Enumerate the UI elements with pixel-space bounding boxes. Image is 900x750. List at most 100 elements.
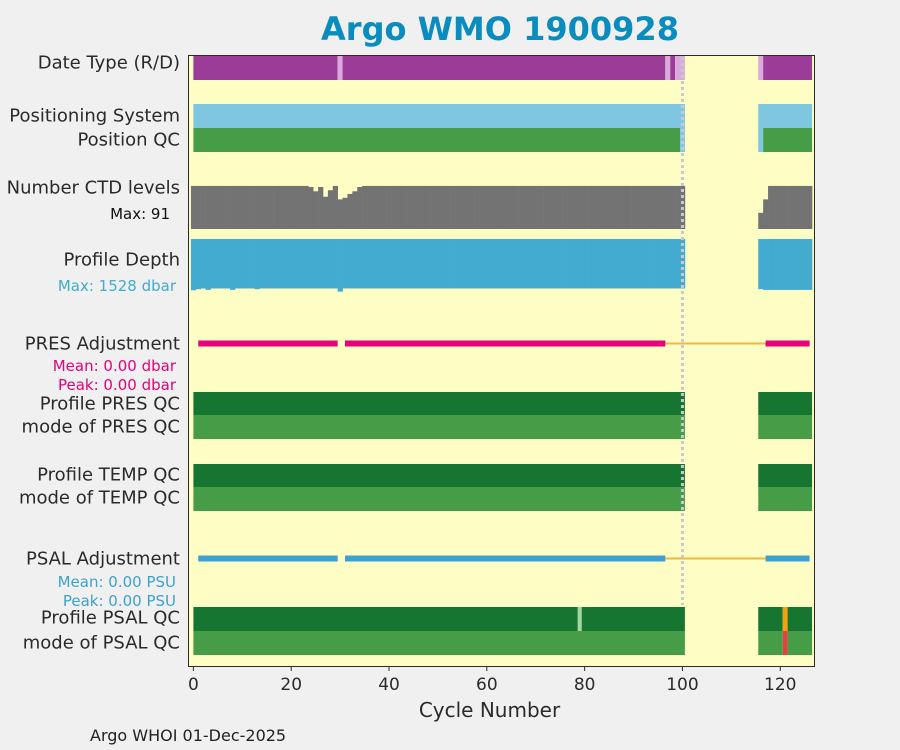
row-0-segment-4 xyxy=(670,55,676,80)
ctd-bar xyxy=(484,185,490,229)
row-7-segment-3 xyxy=(758,607,783,631)
plot-marks xyxy=(190,55,813,655)
row-2 xyxy=(193,128,813,152)
ctd-bar xyxy=(508,185,515,229)
ctd-bar xyxy=(440,185,446,229)
ctd-bar xyxy=(337,199,343,229)
pres-adjustment-mean-label: Mean: 0.00 dbar xyxy=(53,357,177,375)
depth-bar xyxy=(464,239,471,289)
depth-bar xyxy=(239,239,246,289)
psal-adjustment-segment-2 xyxy=(765,555,810,562)
depth-bar xyxy=(264,239,270,289)
depth-bar xyxy=(665,239,671,289)
depth-bar xyxy=(230,239,236,290)
pres-adjustment-segment-0 xyxy=(198,340,338,347)
depth-bar xyxy=(274,239,280,289)
depth-bar xyxy=(596,239,603,289)
row-0-segment-5 xyxy=(675,55,685,80)
depth-bar xyxy=(415,239,422,289)
pres-adjustment-segment-1 xyxy=(345,340,666,347)
ctd-bar xyxy=(567,185,573,229)
depth-bar xyxy=(474,239,480,289)
depth-bar xyxy=(621,239,627,289)
depth-bar xyxy=(768,239,774,290)
depth-bar xyxy=(797,239,803,290)
ctd-bar xyxy=(655,185,661,229)
depth-bar xyxy=(396,239,402,289)
ctd-bar xyxy=(430,185,436,229)
row-2-segment-0 xyxy=(193,128,681,152)
ctd-bar xyxy=(357,187,363,229)
depth-bar xyxy=(552,239,559,289)
ctd-bar xyxy=(777,185,784,229)
row-2-segment-1 xyxy=(680,128,685,152)
depth-bar xyxy=(430,239,436,289)
ctd-bar xyxy=(665,185,671,229)
depth-bar xyxy=(327,239,334,289)
ctd-bar xyxy=(396,185,402,229)
ctd-bar xyxy=(591,185,598,229)
ctd-bar xyxy=(538,185,544,229)
ctd-bar xyxy=(645,185,651,229)
depth-bar xyxy=(792,239,798,290)
depth-bar xyxy=(269,239,275,289)
ctd-bar xyxy=(230,185,236,229)
depth-bar xyxy=(547,239,554,289)
depth-bar xyxy=(313,239,319,289)
ctd-bar xyxy=(494,185,500,229)
ctd-bar xyxy=(489,185,495,229)
ctd-bar xyxy=(401,185,407,229)
ctd-bar xyxy=(640,185,647,229)
psal-adjustment-series xyxy=(198,555,810,562)
x-tick-label-4: 80 xyxy=(574,675,596,695)
depth-bar xyxy=(210,239,216,289)
ctd-bar xyxy=(513,185,519,229)
ctd-bar xyxy=(190,185,197,229)
row-0 xyxy=(193,55,813,80)
row-2-segment-2 xyxy=(758,128,764,152)
row-6 xyxy=(193,487,813,511)
row-label-8: mode of PSAL QC xyxy=(23,633,180,654)
ctd-bar xyxy=(425,185,431,229)
row-8-segment-3 xyxy=(787,631,813,655)
depth-bar xyxy=(195,239,202,290)
depth-bar xyxy=(459,239,466,289)
row-0-segment-2 xyxy=(342,55,666,80)
depth-bar xyxy=(249,239,255,289)
row-3-segment-1 xyxy=(758,392,813,415)
row-label-5: Profile TEMP QC xyxy=(37,465,180,486)
depth-bar xyxy=(670,239,676,289)
depth-max-label: Max: 1528 dbar xyxy=(58,277,177,295)
row-8-segment-1 xyxy=(758,631,783,655)
depth-bar xyxy=(357,239,363,289)
depth-bar xyxy=(220,239,226,289)
row-label-0: Date Type (R/D) xyxy=(38,53,180,74)
x-tick-label-5: 100 xyxy=(666,675,698,695)
depth-bar xyxy=(425,239,431,289)
ctd-bar xyxy=(587,185,593,229)
depth-bar xyxy=(782,239,788,290)
ctd-bar xyxy=(596,185,603,229)
ctd-bar xyxy=(313,191,319,229)
row-label-4: mode of PRES QC xyxy=(22,417,180,438)
ctd-bar xyxy=(386,185,392,229)
depth-bar xyxy=(489,239,495,289)
depth-bar xyxy=(386,239,392,289)
row-4-segment-0 xyxy=(193,415,685,439)
plot-frame xyxy=(188,55,815,667)
x-axis: 0 20 40 60 80 100 120 Cycle Number xyxy=(188,666,796,722)
ctd-bar xyxy=(518,185,524,229)
ctd-bar xyxy=(787,185,793,229)
psal-adjustment-segment-1 xyxy=(345,555,666,562)
depth-bar xyxy=(616,239,622,289)
depth-bar xyxy=(215,239,221,289)
ctd-bar xyxy=(562,185,568,229)
row-2-segment-3 xyxy=(763,128,813,152)
ctd-bar xyxy=(792,185,798,229)
row-8 xyxy=(193,631,813,655)
ctd-bar xyxy=(533,185,539,229)
row-7-segment-0 xyxy=(193,607,578,631)
depth-bar xyxy=(234,239,241,289)
ctd-bar xyxy=(616,185,622,229)
